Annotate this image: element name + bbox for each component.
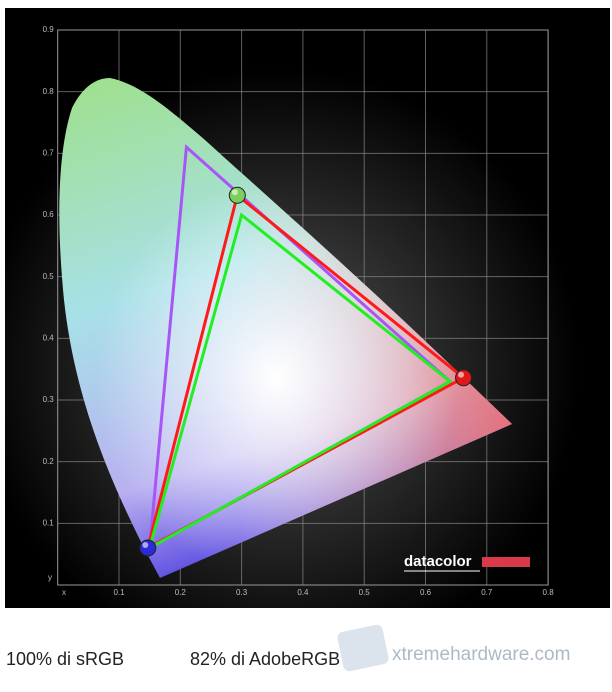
- y-tick-label: 0.3: [43, 395, 55, 404]
- y-tick-label: 0.4: [43, 333, 55, 342]
- x-tick-label: 0.3: [236, 588, 248, 597]
- x-tick-label: 0.6: [420, 588, 432, 597]
- x-tick-label: 0.4: [297, 588, 309, 597]
- plot: [139, 144, 473, 557]
- x-tick-label: 0.8: [543, 588, 555, 597]
- marker-highlight: [231, 189, 238, 196]
- watermark: xtremehardware.com: [392, 644, 570, 665]
- gamut-triangle: [147, 212, 453, 552]
- y-tick-label: 0.5: [43, 272, 55, 281]
- marker-highlight: [142, 542, 149, 548]
- caption-srgb: 100% di sRGB: [6, 649, 124, 669]
- y-axis-label: y: [48, 573, 52, 582]
- y-tick-label: 0.7: [43, 148, 55, 157]
- plot-border: [57, 29, 549, 586]
- x-tick-label: 0.5: [359, 588, 371, 597]
- marker-highlight: [458, 371, 465, 378]
- y-tick-label: 0.1: [43, 518, 55, 527]
- primary-marker: [139, 539, 157, 557]
- logo-bar: [482, 557, 530, 567]
- primary-marker: [228, 186, 246, 204]
- watermark-icon: [337, 624, 389, 672]
- caption-adobergb: 82% di AdobeRGB: [190, 649, 340, 669]
- x-axis-label: x: [62, 588, 66, 597]
- y-tick-label: 0.8: [43, 87, 55, 96]
- logo: datacolor: [404, 553, 472, 570]
- y-tick-label: 0.6: [43, 210, 55, 219]
- x-tick-label: 0.7: [481, 588, 493, 597]
- x-tick-label: 0.1: [113, 588, 125, 597]
- y-tick-label: 0.2: [43, 457, 55, 466]
- y-tick-label: 0.9: [43, 25, 55, 34]
- primary-marker: [455, 369, 473, 387]
- x-tick-label: 0.2: [175, 588, 187, 597]
